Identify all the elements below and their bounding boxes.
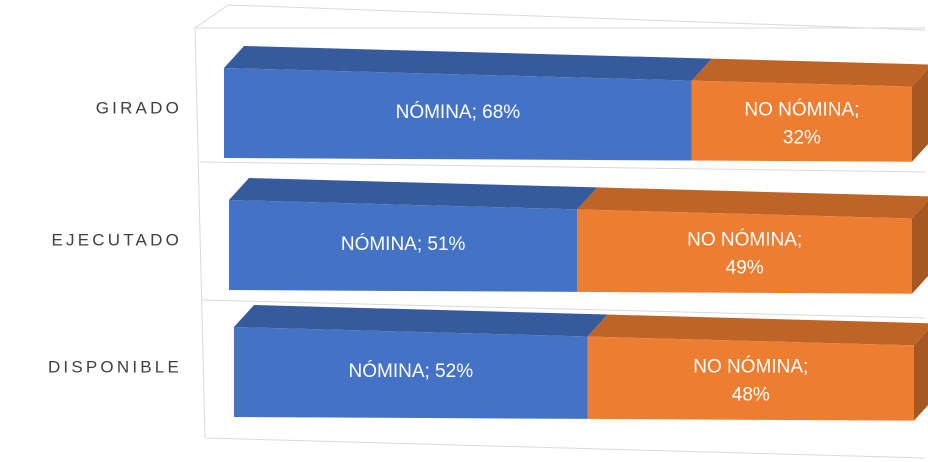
- gridline: [201, 299, 926, 319]
- bar-end-face: [912, 68, 928, 162]
- data-label: NÓMINA; 52%: [349, 360, 474, 382]
- bar-segment: [691, 58, 928, 162]
- bar-segment: [224, 46, 712, 161]
- wall-corner-line: [194, 4, 229, 29]
- bar-front-face: [577, 209, 912, 294]
- bar-top-face: [229, 178, 598, 210]
- bar-segment: [577, 187, 928, 294]
- bar-top-face: [234, 305, 608, 337]
- bar-top-face: [224, 46, 712, 81]
- bar-group: [224, 46, 928, 421]
- gridline: [199, 161, 926, 173]
- data-label: NO NÓMINA; 49%: [687, 229, 802, 279]
- bar-top-face: [587, 314, 928, 346]
- data-label: NÓMINA; 68%: [396, 101, 521, 123]
- bar-segment: [587, 314, 928, 421]
- bar-segment: [229, 178, 598, 292]
- label-group: GIRADO NÓMINA; 68% NO NÓMINA; 32% EJECUTADO N…: [48, 98, 859, 405]
- data-label: NO NÓMINA; 32%: [744, 99, 859, 149]
- wall-top-line: [227, 4, 926, 31]
- bar-end-face: [914, 329, 928, 421]
- bar-segment: [234, 305, 608, 419]
- bar-front-face: [691, 80, 912, 162]
- data-label: NÓMINA; 51%: [341, 233, 466, 255]
- chart-walls: [194, 4, 926, 459]
- bar-front-face: [234, 327, 588, 419]
- category-label: EJECUTADO: [52, 230, 183, 249]
- bar-top-face: [691, 58, 928, 87]
- bar-top-face: [577, 187, 928, 219]
- bar-front-face: [229, 200, 578, 292]
- category-label: DISPONIBLE: [48, 357, 182, 376]
- bar-front-face: [224, 68, 692, 161]
- data-label: NO NÓMINA; 48%: [693, 356, 808, 406]
- category-label: GIRADO: [96, 98, 182, 117]
- gridline: [204, 437, 926, 459]
- bar-end-face: [912, 200, 928, 294]
- bar-front-face: [587, 336, 914, 421]
